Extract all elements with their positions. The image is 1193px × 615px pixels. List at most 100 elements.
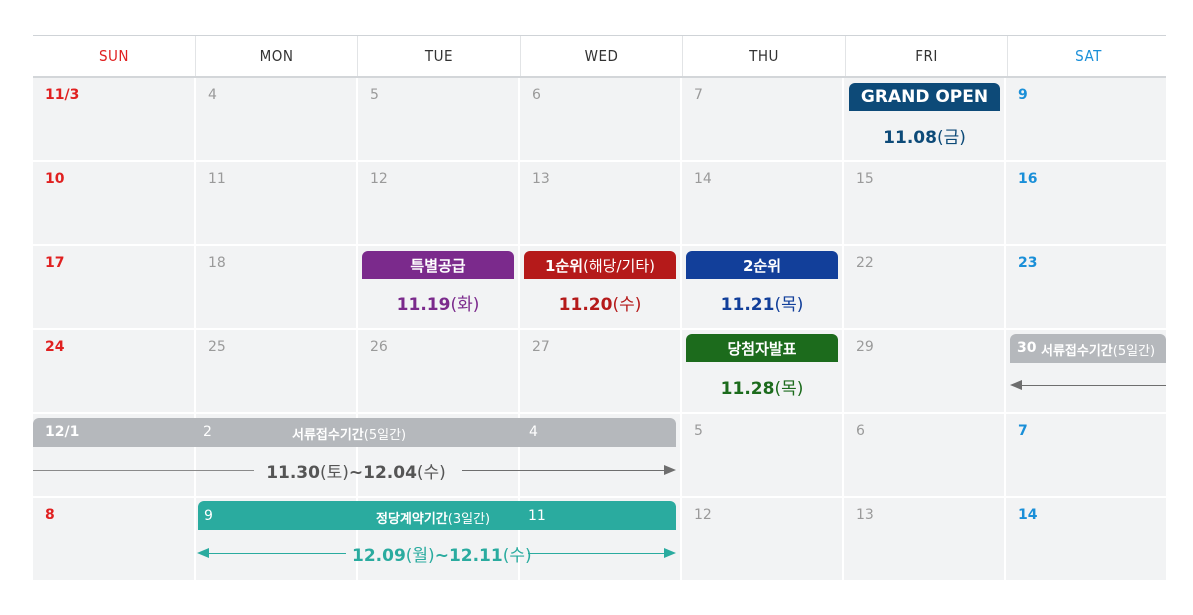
day-number: 29 bbox=[856, 339, 874, 355]
arrow-right-icon bbox=[664, 548, 676, 558]
weekday-mon: MON bbox=[195, 36, 357, 76]
first-priority-sub: (해당/기타) bbox=[583, 256, 655, 275]
day-cell: 14 bbox=[1006, 498, 1166, 580]
second-priority-date-value: 11.21 bbox=[720, 295, 775, 315]
day-number: 5 bbox=[370, 87, 379, 103]
contract-period-range: 12.09(월)~12.11(수) bbox=[352, 541, 532, 566]
weekday-thu: THU bbox=[682, 36, 845, 76]
winner-announcement-label: 당첨자발표 bbox=[727, 339, 797, 358]
day-cell: 12 bbox=[358, 162, 518, 244]
docs-period-end-dow: (수) bbox=[416, 463, 446, 483]
weekday-sun: SUN bbox=[98, 47, 130, 65]
day-number: 11/3 bbox=[45, 87, 80, 103]
docs-period-week2-line-left bbox=[33, 470, 254, 471]
day-number: 8 bbox=[45, 507, 55, 523]
day-cell: 4 bbox=[196, 78, 356, 160]
day-cell: 15 bbox=[844, 162, 1004, 244]
winner-announcement-date-dow: (목) bbox=[774, 379, 804, 399]
day-number: 16 bbox=[1018, 171, 1038, 187]
docs-period-bar-week2 bbox=[33, 418, 676, 447]
first-priority-label: 1순위 bbox=[544, 256, 584, 275]
day-number: 26 bbox=[370, 339, 388, 355]
grand-open-date-dow: (금) bbox=[936, 128, 966, 148]
day-cell: 5 bbox=[682, 414, 842, 496]
docs-period-week1-arrow bbox=[1020, 385, 1166, 386]
docs-period-week2-line-right bbox=[462, 470, 664, 471]
day-cell: 29 bbox=[844, 330, 1004, 412]
weekday-tue: TUE bbox=[357, 36, 520, 76]
day-cell: 13 bbox=[520, 162, 680, 244]
contract-period-start: 12.09 bbox=[352, 546, 406, 566]
first-priority-date-dow: (수) bbox=[612, 295, 642, 315]
day-cell: 5 bbox=[358, 78, 518, 160]
day-cell: 10 bbox=[33, 162, 194, 244]
docs-period-week1-title: 서류접수기간 bbox=[1041, 344, 1113, 359]
day-cell: 9 bbox=[1006, 78, 1166, 160]
docs-period-week2-day-1: 12/1 bbox=[45, 424, 80, 440]
first-priority-badge: 1순위 (해당/기타) bbox=[524, 251, 676, 279]
docs-period-week2-title: 서류접수기간 bbox=[292, 428, 364, 443]
day-cell: 8 bbox=[33, 498, 194, 580]
day-cell: 18 bbox=[196, 246, 356, 328]
day-number: 18 bbox=[208, 255, 226, 271]
day-cell: 16 bbox=[1006, 162, 1166, 244]
contract-period-line-left bbox=[207, 553, 346, 554]
winner-announcement-badge: 당첨자발표 bbox=[686, 334, 838, 362]
day-number: 6 bbox=[532, 87, 541, 103]
docs-period-week1-label: 서류접수기간(5일간) bbox=[1041, 340, 1155, 359]
calendar-top-border bbox=[33, 35, 1166, 36]
day-cell: 7 bbox=[682, 78, 842, 160]
day-number: 5 bbox=[694, 423, 703, 439]
day-cell: 13 bbox=[844, 498, 1004, 580]
day-number: 13 bbox=[856, 507, 874, 523]
day-number: 22 bbox=[856, 255, 874, 271]
day-number: 13 bbox=[532, 171, 550, 187]
grand-open-badge: GRAND OPEN bbox=[849, 83, 1000, 111]
second-priority-date-dow: (목) bbox=[774, 295, 804, 315]
second-priority-date: 11.21(목) bbox=[686, 290, 838, 315]
day-cell: 24 bbox=[33, 330, 194, 412]
first-priority-date-value: 11.20 bbox=[558, 295, 613, 315]
grand-open-date-value: 11.08 bbox=[883, 128, 937, 148]
grand-open-date: 11.08(금) bbox=[849, 123, 1000, 148]
docs-period-week1-sub: (5일간) bbox=[1112, 344, 1156, 359]
day-cell: 6 bbox=[520, 78, 680, 160]
arrow-right-icon bbox=[664, 465, 676, 475]
day-number: 12 bbox=[694, 507, 712, 523]
day-cell: 12 bbox=[682, 498, 842, 580]
day-cell: 11/3 bbox=[33, 78, 194, 160]
contract-period-title: 정당계약기간 bbox=[376, 512, 448, 527]
day-number: 25 bbox=[208, 339, 226, 355]
winner-announcement-date-value: 11.28 bbox=[720, 379, 775, 399]
winner-announcement-date: 11.28(목) bbox=[686, 374, 838, 399]
day-number: 24 bbox=[45, 339, 65, 355]
day-cell: 6 bbox=[844, 414, 1004, 496]
second-priority-label: 2순위 bbox=[742, 256, 782, 275]
docs-period-start: 11.30 bbox=[266, 463, 320, 483]
day-number: 10 bbox=[45, 171, 65, 187]
contract-period-bar bbox=[198, 501, 676, 530]
contract-period-day-9: 9 bbox=[204, 508, 213, 524]
docs-period-week2-sub: (5일간) bbox=[363, 428, 407, 443]
docs-period-bar-week1 bbox=[1010, 334, 1166, 363]
special-supply-badge: 특별공급 bbox=[362, 251, 514, 279]
day-cell: 7 bbox=[1006, 414, 1166, 496]
day-cell: 17 bbox=[33, 246, 194, 328]
day-number: 7 bbox=[1018, 423, 1028, 439]
day-cell: 14 bbox=[682, 162, 842, 244]
weekday-wed: WED bbox=[520, 36, 682, 76]
day-number: 4 bbox=[208, 87, 217, 103]
docs-period-week1-day: 30 bbox=[1017, 340, 1037, 356]
day-number: 7 bbox=[694, 87, 703, 103]
day-number: 11 bbox=[208, 171, 226, 187]
day-number: 12 bbox=[370, 171, 388, 187]
docs-period-end: 12.04 bbox=[363, 463, 417, 483]
contract-period-day-11: 11 bbox=[528, 508, 546, 524]
day-number: 17 bbox=[45, 255, 65, 271]
contract-period-end-dow: (수) bbox=[502, 546, 532, 566]
special-supply-label: 특별공급 bbox=[410, 256, 466, 275]
contract-period-end: 12.11 bbox=[448, 546, 503, 566]
contract-period-sub: (3일간) bbox=[447, 512, 491, 527]
day-number: 23 bbox=[1018, 255, 1038, 271]
weekday-sat: SAT bbox=[1007, 36, 1169, 76]
